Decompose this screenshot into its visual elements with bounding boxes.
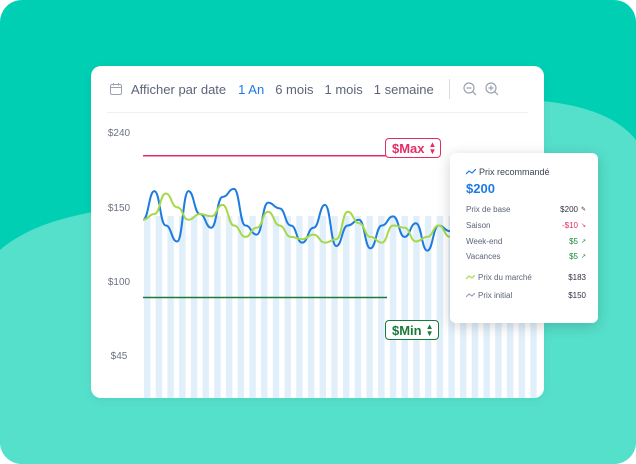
arrow-down-icon: ↘ (580, 223, 586, 229)
price-bar (436, 216, 444, 398)
max-price-handle[interactable]: $Max ▲ ▼ (385, 138, 442, 158)
price-bar (190, 216, 198, 398)
price-bar (307, 216, 315, 398)
price-bar (424, 216, 432, 398)
date-view-label: Afficher par date (131, 81, 227, 97)
tooltip-row-market: Prix du marché $183 (466, 272, 586, 283)
arrow-up-icon: ↗ (580, 254, 586, 260)
y-tick-label: $45 (110, 351, 128, 362)
zoom-out-icon[interactable] (462, 81, 478, 97)
price-bar (319, 216, 327, 398)
arrow-up-icon: ↗ (580, 239, 586, 245)
price-bar (272, 216, 280, 398)
row-value: $150 (568, 291, 586, 300)
max-price-label: $Max (392, 140, 425, 156)
price-bar (261, 216, 268, 398)
row-label: Prix du marché (478, 273, 532, 282)
min-price-label: $Min (392, 322, 422, 338)
market-line-icon (466, 275, 475, 280)
price-bar (331, 216, 338, 398)
toolbar-divider-line (107, 112, 528, 113)
price-bar (401, 216, 408, 398)
price-bar (413, 216, 420, 398)
row-value: $5 (569, 237, 578, 246)
price-bar (144, 216, 151, 398)
price-bar (214, 216, 221, 398)
edit-icon[interactable]: ✎ (580, 207, 586, 213)
price-bar (366, 216, 373, 398)
up-down-arrows-icon: ▲ ▼ (425, 322, 434, 338)
price-bar (202, 216, 209, 398)
initial-line-icon (466, 293, 475, 298)
row-value: $183 (568, 273, 586, 282)
toolbar-divider (448, 79, 450, 99)
row-label: Prix initial (478, 291, 513, 300)
price-bar (179, 216, 186, 398)
zoom-in-icon[interactable] (484, 81, 500, 97)
calendar-icon[interactable] (109, 82, 123, 96)
row-value: -$10 (561, 221, 578, 230)
row-label: Prix de base (466, 205, 511, 214)
row-value-wrap: $200 ✎ (560, 205, 586, 214)
row-value-wrap: -$10 ↘ (562, 221, 586, 230)
price-bar (249, 216, 256, 398)
price-bar (389, 216, 397, 398)
tab-1-week[interactable]: 1 semaine (373, 81, 434, 97)
price-bar (225, 216, 233, 398)
row-value: $5 (569, 252, 578, 261)
y-tick-label: $240 (107, 128, 131, 139)
price-bar (296, 216, 303, 398)
up-down-arrows-icon: ▲ ▼ (428, 140, 437, 156)
tooltip-row-initial: Prix initial $150 (466, 290, 586, 301)
row-label: Week-end (466, 237, 503, 246)
tooltip-row-base: Prix de base $200 ✎ (466, 204, 586, 215)
price-tooltip: Prix recommandé $200 Prix de base $200 ✎ … (450, 153, 598, 323)
row-label-wrap: Prix initial (466, 291, 512, 300)
tooltip-header: Prix recommandé (466, 167, 550, 177)
price-bar (378, 216, 385, 398)
chart-toolbar: Afficher par date 1 An 6 mois 1 mois 1 s… (91, 66, 544, 112)
y-tick-label: $150 (107, 203, 131, 214)
price-bar (167, 216, 174, 398)
price-bar (354, 216, 362, 398)
price-bar (284, 216, 291, 398)
tooltip-row-weekend: Week-end $5 ↗ (466, 236, 586, 247)
tab-1-year[interactable]: 1 An (238, 81, 265, 97)
price-bar (237, 216, 245, 398)
tooltip-row-season: Saison -$10 ↘ (466, 220, 586, 231)
min-price-handle[interactable]: $Min ▲ ▼ (385, 320, 439, 340)
row-label: Vacances (466, 252, 501, 261)
y-tick-label: $100 (107, 277, 131, 288)
tab-6-months[interactable]: 6 mois (275, 81, 314, 97)
recommended-price: $200 (466, 181, 495, 196)
tab-1-month[interactable]: 1 mois (324, 81, 363, 97)
row-value-wrap: $5 ↗ (569, 252, 586, 261)
price-bar (343, 216, 350, 398)
tooltip-row-holidays: Vacances $5 ↗ (466, 251, 586, 262)
price-bar (155, 216, 163, 398)
tooltip-title: Prix recommandé (479, 167, 550, 177)
row-label-wrap: Prix du marché (466, 273, 532, 282)
trend-line-icon (466, 169, 476, 175)
row-value-wrap: $5 ↗ (569, 237, 586, 246)
row-label: Saison (466, 221, 491, 230)
row-value: $200 (560, 205, 578, 214)
